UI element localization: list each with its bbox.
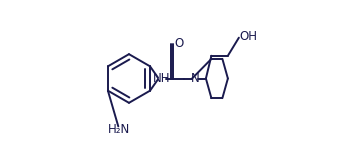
Text: H₂N: H₂N bbox=[108, 123, 130, 136]
Text: OH: OH bbox=[239, 30, 257, 43]
Text: O: O bbox=[175, 38, 184, 50]
Text: NH: NH bbox=[153, 72, 171, 85]
Text: N: N bbox=[190, 72, 199, 85]
